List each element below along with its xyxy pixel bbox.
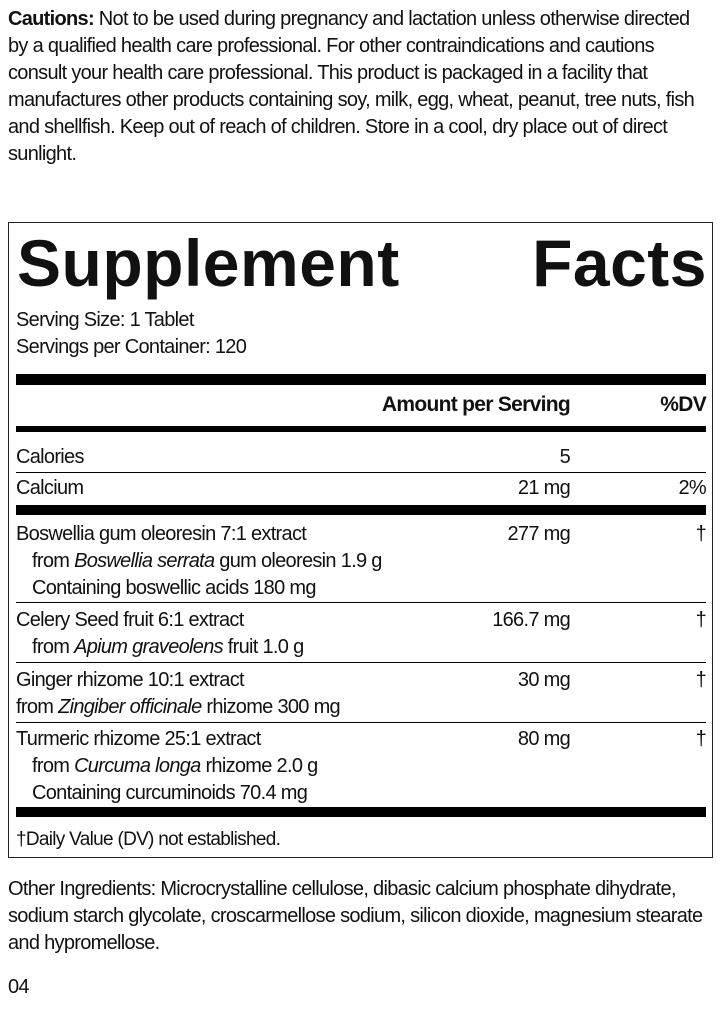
ingredient-name: Boswellia gum oleoresin 7:1 extract — [16, 523, 307, 545]
cautions-label: Cautions: — [8, 8, 95, 30]
ingredient-source: from Boswellia serrata gum oleoresin 1.9… — [32, 550, 382, 572]
other-ingredients: Other Ingredients: Microcrystalline cell… — [8, 878, 703, 954]
ingredient-amount: 166.7 mg — [492, 609, 570, 631]
thick-divider — [16, 807, 706, 817]
ingredient-amount: 30 mg — [517, 669, 571, 691]
nutrient-amount: 5 — [559, 446, 571, 468]
header-amount: Amount per Serving — [381, 393, 571, 416]
ingredient-name: Turmeric rhizome 25:1 extract — [16, 728, 261, 750]
ingredient-dv: † — [695, 609, 707, 631]
ingredient-source: from Zingiber officinale rhizome 300 mg — [16, 696, 341, 718]
ingredient-name: Ginger rhizome 10:1 extract — [16, 669, 245, 691]
ingredient-source: from Apium graveolens fruit 1.0 g — [32, 636, 304, 658]
cautions-body: Not to be used during pregnancy and lact… — [8, 8, 695, 165]
nutrient-name: Calcium — [16, 477, 84, 499]
nutrient-amount: 21 mg — [517, 477, 571, 499]
thick-divider — [16, 505, 706, 515]
row-divider — [16, 662, 706, 663]
header-dv: %DV — [660, 393, 706, 416]
ingredient-source: from Curcuma longa rhizome 2.0 g — [32, 755, 318, 777]
nutrient-name: Calories — [16, 446, 84, 468]
nutrient-dv: 2% — [678, 477, 706, 499]
row-divider — [16, 602, 706, 603]
serving-size: Serving Size: 1 Tablet — [16, 309, 194, 331]
ingredient-containing: Containing curcuminoids 70.4 mg — [32, 782, 308, 804]
servings-per-container: Servings per Container: 120 — [16, 336, 247, 358]
title-word-1: Supplement — [17, 226, 400, 300]
thick-divider — [16, 374, 706, 385]
page-number: 04 — [8, 976, 30, 998]
title-word-2: Facts — [532, 226, 707, 300]
supplement-facts-panel: Supplement Facts Serving Size: 1 Tablet S… — [8, 222, 713, 858]
ingredient-dv: † — [695, 728, 707, 750]
dv-footnote: †Daily Value (DV) not established. — [16, 829, 281, 850]
medium-divider — [16, 426, 706, 432]
ingredient-amount: 277 mg — [507, 523, 570, 545]
cautions-text: Cautions: Not to be used during pregnanc… — [8, 6, 708, 168]
ingredient-name: Celery Seed fruit 6:1 extract — [16, 609, 244, 631]
row-divider — [16, 722, 706, 723]
ingredient-dv: † — [695, 523, 707, 545]
ingredient-containing: Containing boswellic acids 180 mg — [32, 577, 316, 599]
panel-title: Supplement Facts — [17, 223, 707, 303]
ingredient-dv: † — [695, 669, 707, 691]
ingredient-amount: 80 mg — [517, 728, 571, 750]
row-divider — [16, 472, 706, 473]
